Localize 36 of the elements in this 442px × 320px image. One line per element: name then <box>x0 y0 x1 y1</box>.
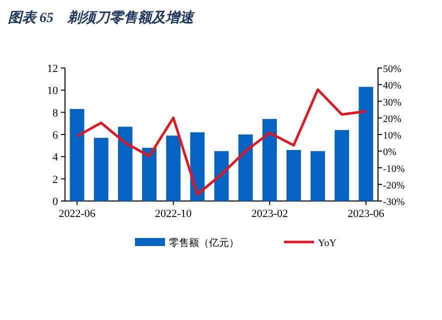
y2-tick-label: 50% <box>383 64 402 75</box>
y2-tick-label: 40% <box>383 80 402 92</box>
bar <box>286 150 301 201</box>
x-tick-label: 2023-06 <box>348 208 385 220</box>
y2-tick-label: -20% <box>383 180 405 192</box>
y-tick-label: 2 <box>52 174 58 186</box>
bar <box>358 86 374 201</box>
y-tick-label: 4 <box>52 152 58 164</box>
x-tick-label: 2022-10 <box>155 208 192 220</box>
y2-tick-label: 10% <box>383 130 402 142</box>
y-tick-label: 12 <box>47 63 58 75</box>
y-tick-label: 8 <box>52 107 58 120</box>
y2-tick-label: -30% <box>383 197 405 208</box>
bar <box>142 148 156 201</box>
bar <box>262 118 277 201</box>
bar <box>166 136 181 201</box>
legend-label: YoY <box>318 238 336 249</box>
y-tick-label: 0 <box>52 196 58 208</box>
bar <box>214 151 229 201</box>
bar <box>238 134 253 201</box>
y-tick-label: 6 <box>52 130 58 142</box>
bar <box>310 151 326 201</box>
bar <box>70 109 84 201</box>
chart-title: 图表 65 剃须刀零售额及增速 <box>8 9 196 26</box>
x-tick-label: 2023-02 <box>251 208 288 220</box>
y2-tick-label: 0% <box>383 147 396 158</box>
y2-tick-label: 20% <box>383 114 402 125</box>
legend-label: 零售额（亿元） <box>169 237 239 249</box>
bar <box>334 130 350 201</box>
bar <box>190 132 205 201</box>
y-tick-label: 10 <box>47 85 58 98</box>
bar <box>118 126 132 201</box>
y2-tick-label: -10% <box>383 164 405 175</box>
y2-tick-label: 30% <box>383 97 402 108</box>
x-tick-label: 2022-06 <box>58 208 96 220</box>
bar <box>94 138 108 201</box>
